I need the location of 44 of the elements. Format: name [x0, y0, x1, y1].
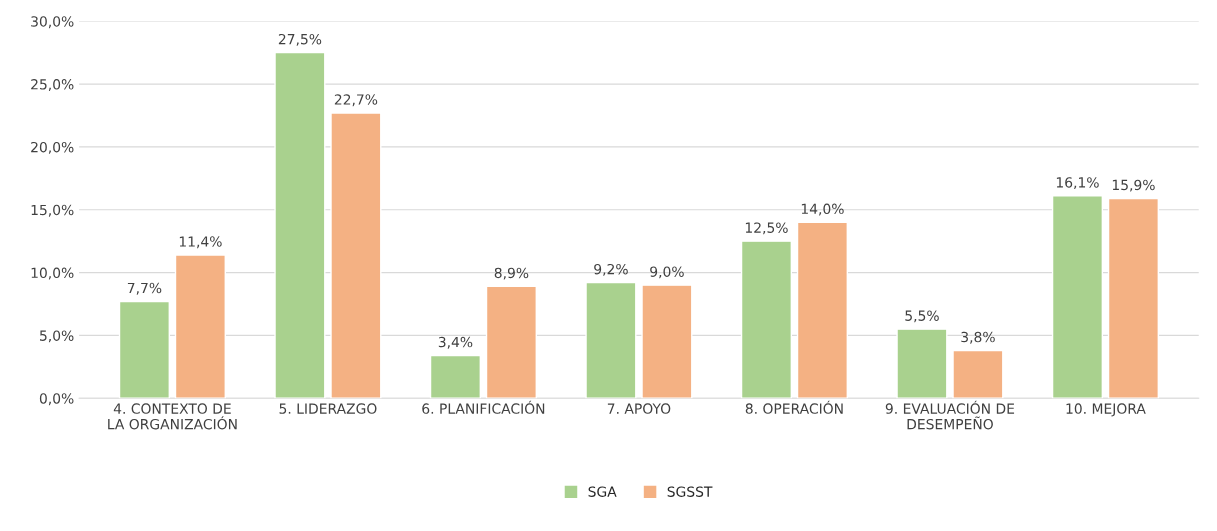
legend-label: SGA	[588, 486, 617, 497]
x-tick-label: 8. OPERACIÓN	[745, 400, 843, 414]
data-label: 16,1%	[1056, 177, 1099, 190]
legend-label: SGSST	[667, 486, 713, 497]
bar	[896, 328, 948, 399]
data-label: 8,9%	[494, 267, 529, 280]
y-tick-label: 15,0%	[31, 204, 74, 217]
x-tick-label: 6. PLANIFICACIÓN	[422, 400, 545, 414]
bar	[429, 354, 482, 399]
y-tick-label: 10,0%	[31, 267, 74, 280]
bar	[174, 254, 226, 399]
data-label: 14,0%	[801, 203, 844, 216]
data-label: 7,7%	[127, 282, 162, 295]
data-label: 3,8%	[961, 331, 995, 344]
bar	[796, 221, 848, 399]
data-label: 27,5%	[278, 33, 322, 46]
y-tick-label: 0,0%	[39, 393, 74, 406]
bar	[274, 51, 326, 399]
data-label: 5,5%	[905, 310, 939, 323]
bar	[1107, 197, 1160, 399]
y-tick-label: 5,0%	[40, 330, 74, 343]
bar	[330, 112, 382, 399]
bar	[485, 285, 537, 399]
data-label: 12,5%	[745, 222, 788, 235]
bar	[952, 349, 1004, 399]
data-label: 22,7%	[334, 94, 378, 107]
y-tick-label: 25,0%	[31, 79, 74, 91]
bar	[1051, 195, 1104, 399]
bar	[118, 300, 170, 399]
bar	[585, 281, 637, 399]
y-tick-label: 20,0%	[31, 141, 74, 154]
data-label: 9,0%	[650, 266, 684, 279]
x-tick-label: 10. MEJORA	[1066, 403, 1146, 417]
bar	[740, 240, 793, 399]
data-label: 11,4%	[179, 236, 222, 249]
x-tick-label: 7. APOYO	[607, 403, 671, 414]
y-tick-label: 30,0%	[31, 16, 74, 29]
data-label: 15,9%	[1112, 179, 1155, 192]
x-tick-label: 5. LIDERAZGO	[279, 403, 377, 414]
bar	[641, 284, 693, 399]
x-tick-label: 4. CONTEXTO DE LA ORGANIZACIÓN	[108, 403, 237, 430]
data-label: 9,2%	[594, 263, 628, 276]
x-tick-label: 9. EVALUACIÓN DE DESEMPEÑO	[885, 400, 1015, 430]
data-label: 3,4%	[438, 336, 473, 349]
